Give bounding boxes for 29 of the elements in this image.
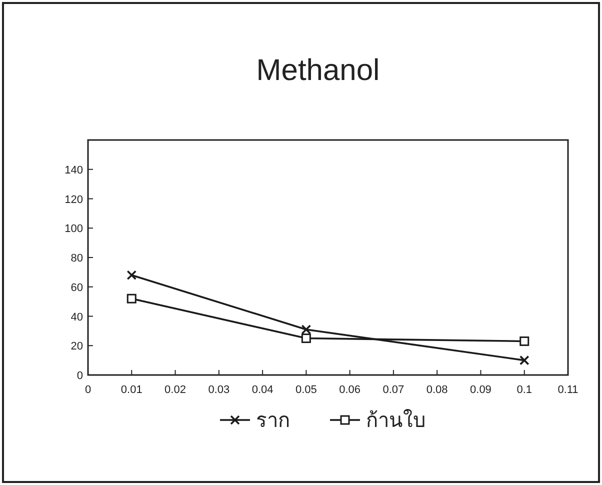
point [301, 334, 311, 344]
y-tick-label: 0 [76, 370, 83, 382]
x-tick-label: 0.09 [470, 384, 492, 396]
point [126, 270, 137, 280]
x-tick-label: 0.1 [516, 384, 532, 396]
x-tick-label: 0.03 [208, 384, 230, 396]
x-tick-label: 0.06 [339, 384, 361, 396]
x-tick-label: 0.04 [252, 384, 274, 396]
x-tick-label: 0 [84, 384, 92, 396]
x-tick-label: 0.05 [295, 384, 317, 396]
x-tick-label: 0.07 [382, 384, 404, 396]
chart-title: Methanol [256, 54, 380, 87]
y-tick-label: 120 [64, 194, 83, 206]
x-tick-label: 0.02 [164, 384, 186, 396]
y-tick-label: 140 [64, 164, 83, 176]
y-tick-label: 80 [70, 252, 83, 264]
legend-label: ราก [256, 410, 290, 432]
point [301, 324, 312, 334]
point [519, 355, 530, 366]
point [126, 294, 136, 304]
y-tick-label: 100 [64, 223, 83, 236]
y-tick-label: 20 [70, 340, 83, 353]
x-tick-label: 0.08 [426, 384, 448, 396]
x-tick-label: 0.11 [558, 384, 578, 396]
y-tick-label: 60 [70, 282, 83, 294]
point [520, 336, 530, 346]
y-tick-label: 40 [70, 311, 83, 324]
x-tick-label: 0.01 [120, 384, 142, 396]
legend-label: ก้านใบ [366, 409, 426, 432]
